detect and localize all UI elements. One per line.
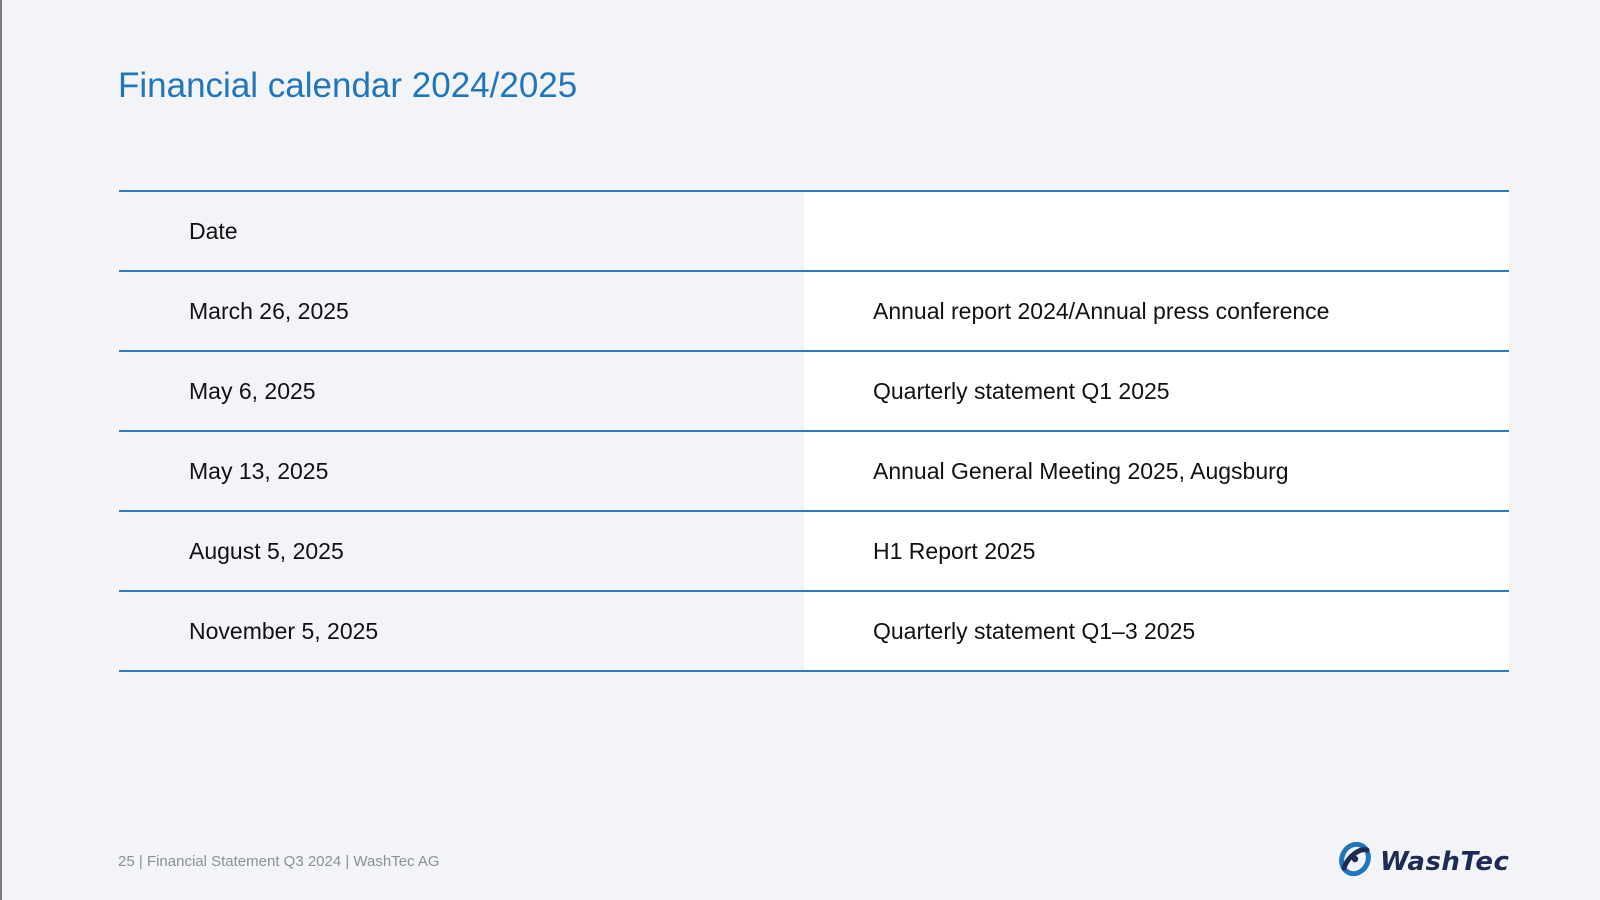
company-logo: WashTec	[1338, 841, 1510, 881]
row-date: May 13, 2025	[119, 432, 804, 510]
row-event: Quarterly statement Q1–3 2025	[804, 592, 1509, 670]
row-event: Annual report 2024/Annual press conferen…	[804, 272, 1509, 350]
table-row: March 26, 2025 Annual report 2024/Annual…	[119, 272, 1509, 352]
row-event: H1 Report 2025	[804, 512, 1509, 590]
table-row: May 6, 2025 Quarterly statement Q1 2025	[119, 352, 1509, 432]
table-row: May 13, 2025 Annual General Meeting 2025…	[119, 432, 1509, 512]
header-date: Date	[119, 192, 804, 270]
row-event: Quarterly statement Q1 2025	[804, 352, 1509, 430]
washtec-swirl-icon	[1338, 841, 1372, 881]
footer-text: 25 | Financial Statement Q3 2024 | WashT…	[118, 853, 440, 870]
table-row: November 5, 2025 Quarterly statement Q1–…	[119, 592, 1509, 672]
table-row: August 5, 2025 H1 Report 2025	[119, 512, 1509, 592]
row-date: May 6, 2025	[119, 352, 804, 430]
row-date: August 5, 2025	[119, 512, 804, 590]
logo-text: WashTec	[1380, 846, 1510, 877]
financial-calendar-table: Date March 26, 2025 Annual report 2024/A…	[119, 190, 1509, 672]
header-event	[804, 192, 1509, 270]
slide-left-edge	[0, 0, 2, 900]
row-date: March 26, 2025	[119, 272, 804, 350]
row-date: November 5, 2025	[119, 592, 804, 670]
row-event: Annual General Meeting 2025, Augsburg	[804, 432, 1509, 510]
page-title: Financial calendar 2024/2025	[118, 66, 578, 105]
table-header-row: Date	[119, 192, 1509, 272]
